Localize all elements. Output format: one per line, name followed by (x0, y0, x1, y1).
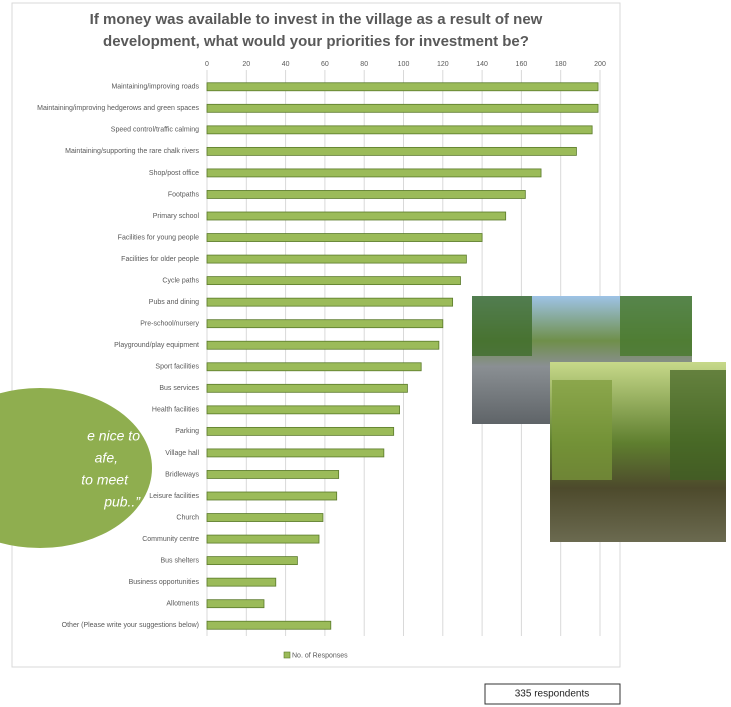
y-tick-label: Maintaining/supporting the rare chalk ri… (65, 148, 199, 155)
y-tick-label: Pre-school/nursery (140, 321, 199, 328)
bar (206, 82, 599, 92)
y-tick-label: Bus services (159, 385, 199, 392)
y-tick-label: Bus shelters (160, 557, 199, 564)
legend-swatch (283, 651, 291, 659)
y-tick-label: Bridleways (165, 471, 199, 478)
bar (206, 297, 454, 307)
legend-label: No. of Responses (292, 652, 348, 659)
footnote-box (484, 683, 621, 705)
y-tick-label: Sport facilities (155, 364, 199, 371)
y-tick-label: Other (Please write your suggestions bel… (62, 622, 199, 629)
bar (206, 340, 440, 350)
y-tick-label: Parking (175, 428, 199, 435)
y-tick-label: Cycle paths (162, 277, 199, 284)
bar (206, 470, 340, 479)
y-tick-label: Village hall (165, 450, 199, 457)
x-tick-label: 120 (437, 61, 449, 68)
y-tick-label: Playground/play equipment (114, 342, 199, 349)
y-tick-label: Primary school (153, 213, 200, 220)
x-tick-label: 140 (476, 61, 488, 68)
bar (206, 362, 422, 372)
y-tick-label: Speed control/traffic calming (111, 127, 199, 134)
bar (206, 190, 526, 199)
x-tick-label: 0 (205, 61, 209, 68)
x-tick-label: 160 (516, 61, 528, 68)
y-tick-label: Church (176, 514, 199, 521)
bar (206, 577, 277, 587)
bar (206, 233, 483, 242)
x-tick-label: 80 (360, 61, 368, 68)
quote-line: to meet (81, 472, 129, 488)
y-tick-label: Shop/post office (149, 170, 199, 177)
bar (206, 103, 599, 113)
x-tick-label: 60 (321, 61, 329, 68)
bar (206, 405, 400, 415)
footnote: 335 respondents (515, 689, 590, 700)
x-tick-label: 180 (555, 61, 567, 68)
bar (206, 168, 542, 178)
bar (206, 620, 332, 630)
y-tick-label: Footpaths (168, 191, 200, 198)
y-tick-label: Allotments (166, 601, 199, 608)
y-tick-label: Leisure facilities (149, 493, 199, 500)
bar (206, 599, 265, 609)
y-tick-label: Business opportunities (129, 579, 200, 586)
bar (206, 448, 385, 458)
x-tick-label: 20 (242, 61, 250, 68)
bar (206, 254, 467, 264)
bar (206, 491, 338, 501)
bar (206, 125, 593, 135)
bar (206, 146, 577, 156)
y-tick-label: Facilities for older people (121, 256, 199, 263)
x-tick-label: 200 (594, 61, 606, 68)
x-tick-label: 40 (282, 61, 290, 68)
quote-bubble (0, 388, 152, 548)
quote-line: pub..” (103, 494, 141, 510)
bar (206, 383, 408, 393)
x-tick-label: 100 (398, 61, 410, 68)
bar (206, 211, 507, 221)
chart-title: development, what would your priorities … (103, 33, 529, 50)
y-tick-label: Maintaining/improving hedgerows and gree… (37, 105, 199, 112)
bar (206, 513, 324, 522)
bar (206, 276, 461, 286)
bar (206, 319, 444, 329)
quote-line: afe, (95, 450, 118, 466)
y-tick-label: Community centre (142, 536, 199, 543)
y-tick-label: Pubs and dining (149, 299, 199, 306)
photo-river (550, 362, 726, 542)
bar (206, 556, 298, 566)
chart-title: If money was available to invest in the … (90, 11, 543, 28)
y-tick-label: Health facilities (152, 407, 200, 414)
y-tick-label: Facilities for young people (118, 234, 199, 241)
bar (206, 534, 320, 544)
bar (206, 426, 395, 436)
y-tick-label: Maintaining/improving roads (111, 84, 199, 91)
quote-line: e nice to (87, 428, 140, 444)
